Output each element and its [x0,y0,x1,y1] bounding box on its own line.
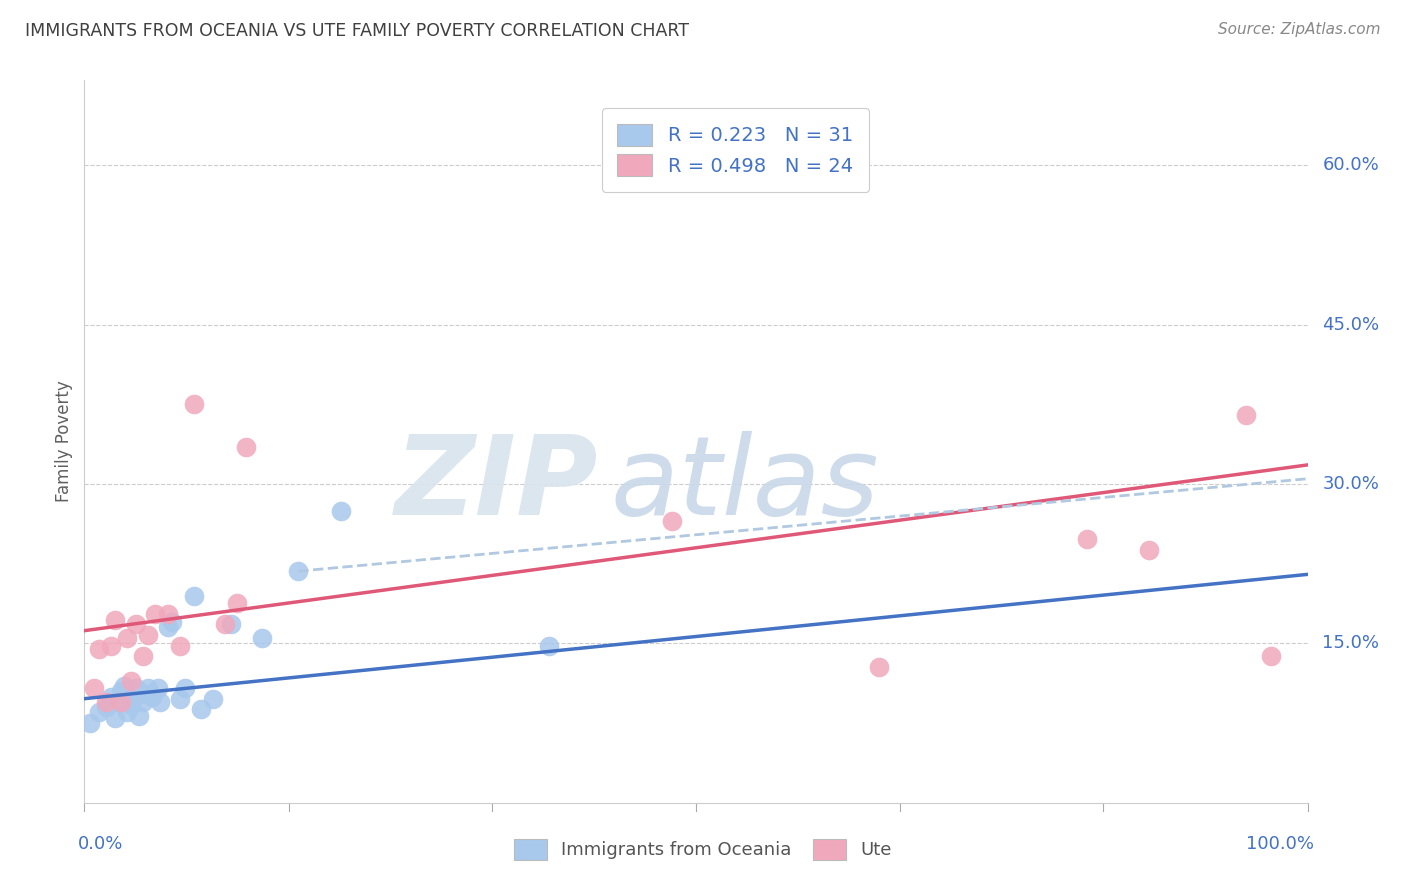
Text: ZIP: ZIP [395,432,598,539]
Point [100,639,122,653]
Point [330,503,353,517]
Point [100,690,122,704]
Point [128,708,150,723]
Point [1236,408,1258,422]
Point [1137,542,1160,557]
Point [107,695,129,709]
Point [115,631,138,645]
Point [122,691,145,706]
Text: 60.0%: 60.0% [1322,156,1379,174]
Point [214,617,236,632]
Point [235,440,257,454]
Text: 45.0%: 45.0% [1322,316,1379,334]
Point [104,613,127,627]
Point [110,684,132,698]
Point [146,681,169,695]
Point [156,607,179,621]
Point [149,695,172,709]
Point [79,716,101,731]
Point [1076,533,1098,547]
Point [201,691,224,706]
Point [125,617,148,632]
Point [110,695,132,709]
Point [132,695,155,709]
Text: 15.0%: 15.0% [1322,634,1379,652]
Point [661,514,683,528]
Point [287,564,309,578]
Point [219,617,242,632]
Point [83,681,105,695]
Text: IMMIGRANTS FROM OCEANIA VS UTE FAMILY POVERTY CORRELATION CHART: IMMIGRANTS FROM OCEANIA VS UTE FAMILY PO… [25,22,689,40]
Point [96,695,118,709]
Point [87,706,110,720]
Point [156,620,179,634]
Point [250,631,273,645]
Point [120,673,142,688]
Point [120,698,142,712]
Point [183,589,205,603]
Point [173,681,195,695]
Point [132,649,155,664]
Point [143,607,166,621]
Y-axis label: Family Poverty: Family Poverty [55,381,73,502]
Point [190,702,212,716]
Point [538,639,561,653]
Point [104,711,127,725]
Point [162,615,184,630]
Point [112,679,135,693]
Point [141,690,163,704]
Point [183,397,205,411]
Point [87,641,110,656]
Point [125,681,148,695]
Text: Source: ZipAtlas.com: Source: ZipAtlas.com [1218,22,1381,37]
Point [136,628,159,642]
Point [869,660,891,674]
Text: 0.0%: 0.0% [79,835,124,854]
Point [135,687,157,701]
Point [1260,649,1282,664]
Text: atlas: atlas [610,432,879,539]
Point [136,681,159,695]
Point [169,639,191,653]
Point [226,596,249,610]
Text: 30.0%: 30.0% [1322,475,1379,493]
Point [115,706,138,720]
Legend: Immigrants from Oceania, Ute: Immigrants from Oceania, Ute [508,831,898,867]
Point [96,700,118,714]
Point [169,691,191,706]
Legend: R = 0.223   N = 31, R = 0.498   N = 24: R = 0.223 N = 31, R = 0.498 N = 24 [602,108,869,192]
Text: 100.0%: 100.0% [1246,835,1313,854]
